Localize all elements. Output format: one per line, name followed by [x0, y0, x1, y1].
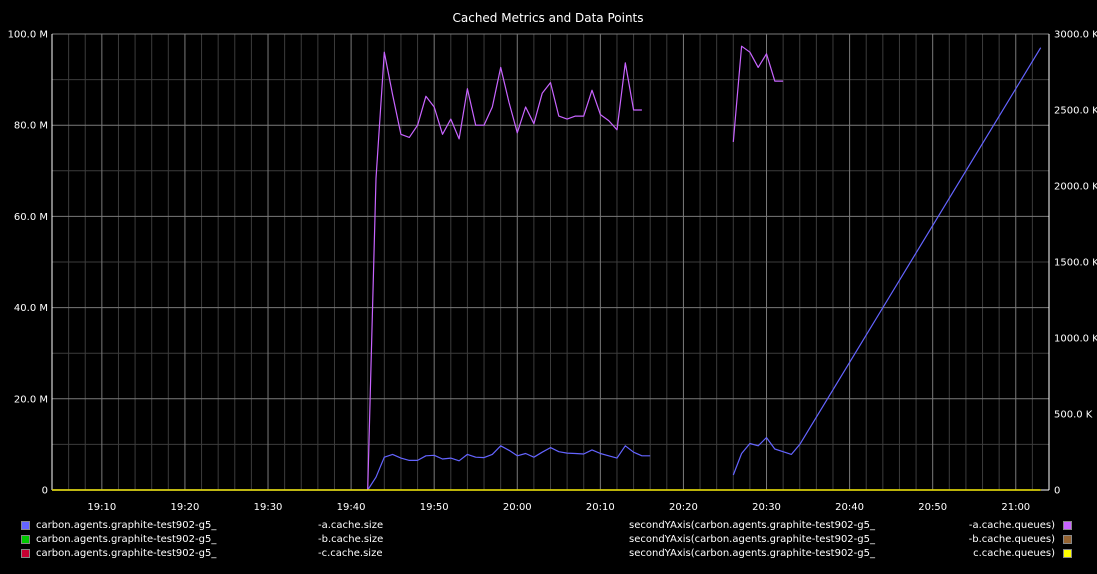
y-left-tick-label: 20.0 M — [14, 394, 48, 405]
legend-entry-left-2: carbon.agents.graphite-test902-g5_ -b.cac… — [0, 533, 1097, 547]
y-left-tick-label: 100.0 M — [8, 30, 48, 41]
x-tick-label: 21:00 — [1001, 502, 1030, 513]
x-tick-label: 20:00 — [503, 502, 532, 513]
x-tick-label: 20:10 — [586, 502, 615, 513]
legend-entry-right-2: secondYAxis(carbon.agents.graphite-test9… — [0, 533, 1097, 547]
legend-swatch — [21, 549, 30, 558]
legend-label-prefix: secondYAxis(carbon.agents.graphite-test9… — [629, 520, 875, 531]
y-right-tick-label: 0 — [1054, 486, 1060, 497]
x-tick-label: 20:50 — [918, 502, 947, 513]
x-tick-label: 19:30 — [254, 502, 283, 513]
legend-label-prefix: secondYAxis(carbon.agents.graphite-test9… — [629, 548, 875, 559]
series-group — [52, 45, 1042, 491]
y-right-tick-label: 2000.0 K — [1054, 182, 1097, 193]
y-right-tick-label: 500.0 K — [1054, 410, 1093, 421]
legend-entry-left-3: carbon.agents.graphite-test902-g5_ -c.cac… — [0, 547, 1097, 561]
series-line-4 — [367, 51, 642, 491]
legend-swatch — [1063, 549, 1072, 558]
y-right-tick-label: 1000.0 K — [1054, 334, 1097, 345]
legend-swatch — [1063, 535, 1072, 544]
y-right-tick-label: 1500.0 K — [1054, 258, 1097, 269]
axes: 19:10 19:20 19:30 19:40 19:50 20:00 20:10 20:20… — [8, 30, 1097, 514]
x-tick-label: 20:30 — [752, 502, 781, 513]
legend-label-prefix: carbon.agents.graphite-test902-g5_ — [36, 534, 217, 545]
x-tick-label: 20:40 — [835, 502, 864, 513]
series-line-1 — [52, 445, 651, 491]
legend-label-suffix: -b.cache.queues) — [968, 534, 1055, 545]
y-right-tick-label: 3000.0 K — [1054, 30, 1097, 41]
x-tick-label: 19:40 — [337, 502, 366, 513]
legend-label-suffix: -a.cache.size — [318, 520, 384, 531]
y-left-tick-label: 60.0 M — [14, 212, 48, 223]
legend-swatch — [1063, 521, 1072, 530]
y-left-tick-label: 80.0 M — [14, 121, 48, 132]
x-tick-label: 20:20 — [669, 502, 698, 513]
grid — [51, 33, 1050, 491]
legend-swatch — [21, 535, 30, 544]
legend-label-prefix: carbon.agents.graphite-test902-g5_ — [36, 520, 217, 531]
legend-swatch — [21, 521, 30, 530]
y-right-tick-label: 2500.0 K — [1054, 106, 1097, 117]
x-tick-label: 19:20 — [171, 502, 200, 513]
legend-entry-right-1: secondYAxis(carbon.agents.graphite-test9… — [0, 519, 1097, 533]
x-tick-label: 19:50 — [420, 502, 449, 513]
legend-entry-left-1: carbon.agents.graphite-test902-g5_ -a.cac… — [0, 519, 1097, 533]
legend-label-suffix: -b.cache.size — [318, 534, 384, 545]
legend-label-prefix: carbon.agents.graphite-test902-g5_ — [36, 548, 217, 559]
legend-label-suffix: c.cache.queues) — [973, 548, 1055, 559]
series-line-4 — [732, 45, 784, 142]
legend-entry-right-3: secondYAxis(carbon.agents.graphite-test9… — [0, 547, 1097, 561]
y-left-tick-label: 0 — [42, 486, 48, 497]
chart-title: Cached Metrics and Data Points — [452, 11, 643, 25]
y-left-tick-label: 40.0 M — [14, 303, 48, 314]
legend-label-suffix: -c.cache.size — [318, 548, 383, 559]
legend-label-prefix: secondYAxis(carbon.agents.graphite-test9… — [629, 534, 875, 545]
legend-label-suffix: -a.cache.queues) — [968, 520, 1055, 531]
x-tick-label: 19:10 — [87, 502, 116, 513]
series-line-1 — [732, 47, 1042, 476]
